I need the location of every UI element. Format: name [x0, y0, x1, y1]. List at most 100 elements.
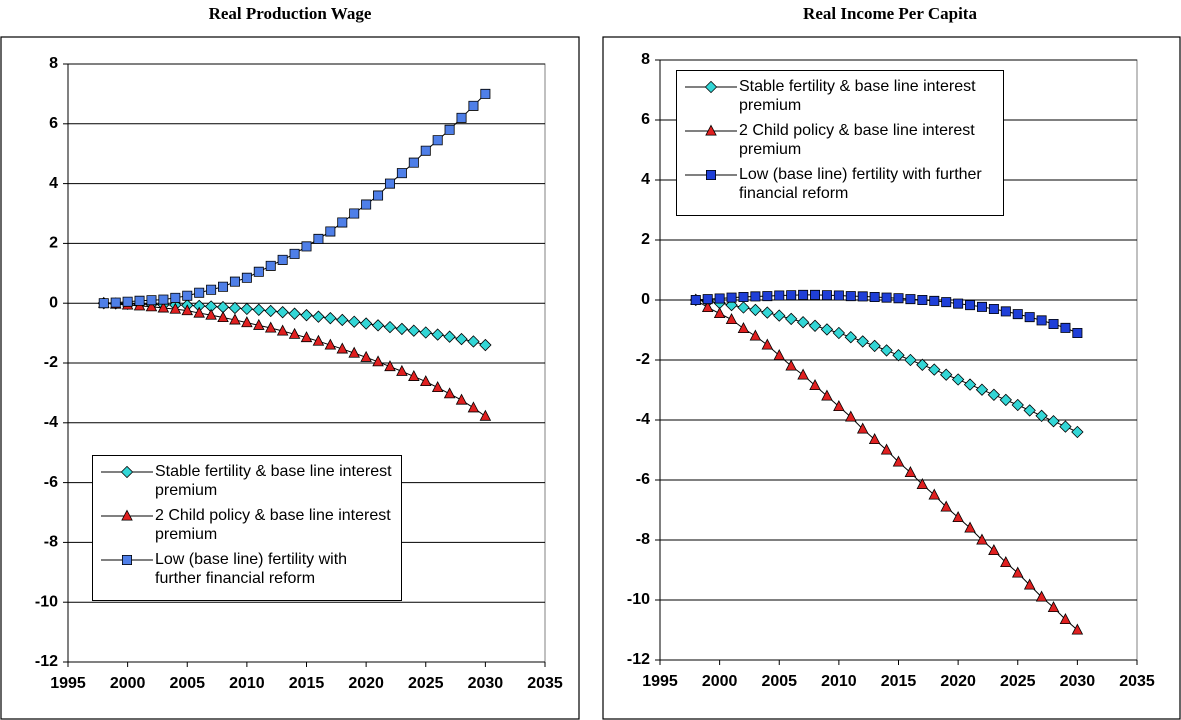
- marker: [324, 338, 337, 350]
- legend-swatch: [101, 509, 153, 521]
- marker: [253, 266, 264, 277]
- marker: [467, 401, 480, 413]
- marker: [798, 289, 809, 300]
- marker: [988, 544, 1000, 555]
- marker: [336, 313, 349, 327]
- x-tick-label: 2005: [761, 673, 797, 690]
- y-tick-label: 0: [641, 291, 650, 308]
- marker: [844, 331, 857, 344]
- marker: [797, 368, 809, 380]
- legend: Stable fertility & base line interest pr…: [92, 455, 402, 601]
- marker: [324, 311, 337, 325]
- marker: [312, 310, 325, 323]
- legend-label: Low (base line) fertility with further f…: [155, 551, 348, 587]
- legend-label: 2 Child policy & base line interest prem…: [739, 122, 975, 158]
- x-tick-label: 2015: [881, 673, 917, 690]
- marker: [904, 466, 917, 477]
- marker: [122, 296, 133, 307]
- marker: [976, 301, 987, 312]
- marker: [868, 433, 881, 444]
- marker: [206, 284, 217, 295]
- x-tick-label: 2035: [1119, 673, 1155, 690]
- marker: [300, 331, 313, 343]
- marker: [952, 511, 964, 522]
- marker: [905, 294, 916, 305]
- marker: [917, 295, 928, 305]
- marker: [288, 307, 301, 320]
- marker: [479, 409, 492, 421]
- y-tick-label: -2: [44, 354, 58, 371]
- marker: [928, 363, 941, 376]
- marker: [300, 308, 313, 322]
- marker: [146, 295, 157, 306]
- marker: [265, 260, 276, 271]
- marker: [857, 291, 868, 302]
- legend-swatch: [101, 555, 153, 565]
- y-tick-label: 4: [641, 171, 650, 188]
- marker: [704, 80, 718, 94]
- marker: [701, 301, 714, 312]
- marker: [432, 135, 443, 146]
- marker: [252, 303, 265, 316]
- marker: [1047, 601, 1060, 612]
- marker: [169, 302, 182, 314]
- marker: [456, 112, 467, 123]
- marker: [833, 290, 844, 301]
- legend-entry: Low (base line) fertility with further f…: [683, 165, 997, 203]
- panel-border: [602, 36, 1181, 720]
- marker: [845, 291, 856, 302]
- x-tick-label: 2025: [1000, 673, 1036, 690]
- marker: [941, 297, 952, 308]
- marker: [940, 368, 953, 381]
- y-tick-label: -12: [35, 653, 58, 670]
- marker: [479, 338, 492, 352]
- marker: [1060, 322, 1071, 333]
- marker: [953, 298, 964, 309]
- marker: [1024, 312, 1035, 323]
- marker: [325, 226, 336, 237]
- marker: [713, 307, 726, 318]
- x-tick-label: 2030: [1060, 673, 1096, 690]
- marker: [276, 306, 289, 319]
- marker: [988, 304, 999, 314]
- marker: [821, 290, 832, 301]
- marker: [856, 335, 869, 348]
- marker: [480, 88, 491, 99]
- marker: [408, 157, 419, 168]
- x-tick-label: 1995: [50, 675, 86, 692]
- chart-title: Real Income Per Capita: [803, 4, 977, 23]
- y-tick-label: -10: [35, 593, 58, 610]
- y-tick-label: -10: [627, 591, 650, 608]
- marker: [383, 320, 397, 334]
- marker: [856, 422, 869, 434]
- marker: [820, 323, 834, 336]
- marker: [181, 304, 194, 316]
- marker: [396, 364, 408, 376]
- marker: [705, 124, 717, 136]
- marker: [749, 303, 762, 317]
- marker: [359, 317, 373, 330]
- marker: [881, 292, 892, 303]
- marker: [121, 509, 133, 521]
- marker: [929, 295, 940, 306]
- marker: [371, 319, 385, 332]
- marker: [468, 100, 479, 111]
- marker: [880, 344, 893, 357]
- x-tick-label: 2015: [289, 675, 325, 692]
- y-tick-label: -6: [636, 471, 650, 488]
- y-tick-label: 8: [641, 51, 650, 68]
- marker: [999, 393, 1012, 407]
- marker: [276, 324, 289, 336]
- legend-label: Low (base line) fertility with further f…: [739, 166, 982, 202]
- marker: [737, 322, 750, 333]
- marker: [419, 326, 432, 339]
- marker: [1011, 566, 1024, 578]
- marker: [761, 338, 774, 350]
- marker: [120, 465, 134, 479]
- marker: [467, 335, 480, 348]
- marker: [277, 254, 288, 265]
- marker: [1071, 425, 1084, 439]
- marker: [360, 350, 372, 362]
- x-tick-label: 2025: [408, 675, 444, 692]
- marker: [1035, 409, 1048, 422]
